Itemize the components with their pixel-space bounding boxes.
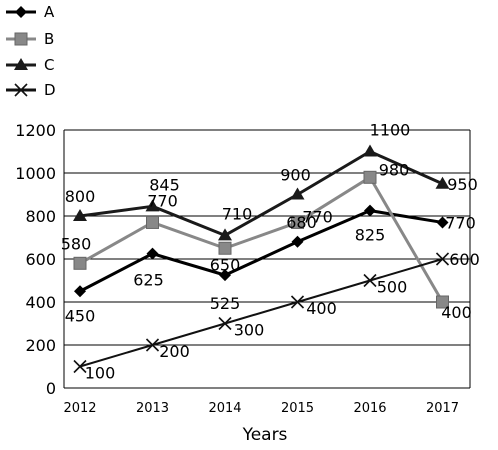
x-tick-label-2015: 2015 [281, 401, 314, 416]
series-line-c [79, 150, 444, 237]
data-label-c-2016: 1100 [370, 121, 411, 140]
data-label-c-2012: 800 [65, 187, 96, 206]
data-label-c-2014: 710 [222, 204, 253, 223]
legend-marker-a [15, 6, 27, 18]
point-a-2016 [364, 204, 376, 217]
point-d-2017 [435, 252, 450, 266]
data-label-a-2015: 680 [286, 213, 317, 232]
legend-label-a: A [44, 3, 55, 21]
y-tick-label-800: 800 [25, 207, 56, 226]
point-d-2013-stroke-b [145, 338, 160, 352]
point-b-2017 [436, 295, 449, 309]
point-c-2012 [73, 209, 87, 221]
data-label-c-2013: 845 [149, 175, 180, 194]
point-d-2017-stroke-b [435, 252, 450, 266]
point-a-2015 [291, 235, 304, 248]
point-b-2012 [73, 256, 87, 270]
point-d-2015-stroke-b [290, 295, 305, 309]
point-b-2015 [291, 215, 304, 229]
series-line-b [79, 175, 444, 303]
data-label-b-2014: 650 [210, 255, 241, 274]
point-b-2014 [218, 241, 232, 255]
data-label-d-2012: 100 [85, 364, 116, 383]
data-label-b-2012: 580 [61, 234, 92, 253]
point-a-2013 [146, 247, 159, 260]
y-tick-label-1000: 1000 [15, 164, 56, 183]
point-c-2017 [435, 176, 450, 189]
gridlines [64, 129, 470, 389]
data-label-c-2017: 950 [447, 175, 478, 194]
x-tick-label-2012: 2012 [63, 401, 96, 416]
x-tick-label-2013: 2013 [136, 401, 169, 416]
data-label-a-2013: 625 [133, 271, 164, 290]
legend-label-d: D [44, 81, 56, 99]
x-axis-label: Years [242, 425, 288, 445]
y-tick-label-600: 600 [25, 250, 56, 269]
point-d-2014-stroke-b [218, 316, 232, 331]
point-d-2016 [363, 273, 377, 288]
data-label-a-2014: 525 [210, 294, 241, 313]
y-tick-label-400: 400 [25, 293, 56, 312]
point-d-2012 [73, 359, 87, 374]
data-label-a-2012: 450 [65, 306, 96, 325]
y-tick-label-0: 0 [46, 379, 56, 398]
x-tick-label-2017: 2017 [426, 401, 459, 416]
point-d-2012-stroke-b [73, 359, 87, 374]
data-label-d-2016: 500 [377, 278, 408, 297]
point-d-2014 [218, 316, 232, 331]
point-c-2015 [290, 187, 305, 200]
point-a-2017 [436, 216, 449, 229]
series-line-a [79, 209, 443, 293]
series-layer [73, 144, 450, 374]
point-c-2013 [145, 199, 160, 212]
data-label-a-2016: 825 [355, 226, 386, 245]
x-tick-label-2016: 2016 [353, 401, 386, 416]
point-b-2016 [363, 170, 377, 184]
data-label-c-2015: 900 [280, 166, 311, 185]
point-a-2014 [219, 269, 231, 282]
axes: 0 200 400 600 800 1000 1200 2012 2013 2014 2015 201… [15, 121, 471, 416]
data-label-d-2017: 600 [449, 250, 480, 269]
legend-marker-b [14, 32, 28, 46]
data-label-b-2017: 400 [441, 303, 472, 322]
legend-marker-d [14, 83, 28, 97]
point-b-2013 [146, 215, 159, 229]
data-label-d-2015: 400 [306, 299, 337, 318]
x-tick-label-2014: 2014 [208, 401, 241, 416]
point-d-2015 [290, 295, 305, 309]
data-label-a-2017: 770 [445, 213, 476, 232]
data-label-b-2013: 770 [147, 191, 178, 210]
point-a-2012 [74, 285, 86, 298]
point-d-2013 [145, 338, 160, 352]
series-line-d [79, 258, 443, 368]
data-label-d-2013: 200 [159, 342, 190, 361]
y-tick-label-200: 200 [25, 336, 56, 355]
legend-label-c: C [44, 56, 54, 74]
data-label-d-2014: 300 [234, 321, 265, 340]
legend-marker-c [14, 58, 28, 70]
point-c-2014 [218, 228, 232, 241]
legend-label-b: B [44, 30, 54, 48]
point-d-2016-stroke-b [363, 273, 377, 288]
data-labels: 450 625 525 680 825 770 580 770 650 770 980 400 800 8… [61, 121, 480, 383]
data-label-b-2016: 980 [379, 160, 410, 179]
data-label-b-2015: 770 [302, 207, 333, 226]
legend-marker-d-stroke-b [14, 83, 28, 97]
y-tick-label-1200: 1200 [15, 121, 56, 140]
point-c-2016 [363, 144, 377, 157]
